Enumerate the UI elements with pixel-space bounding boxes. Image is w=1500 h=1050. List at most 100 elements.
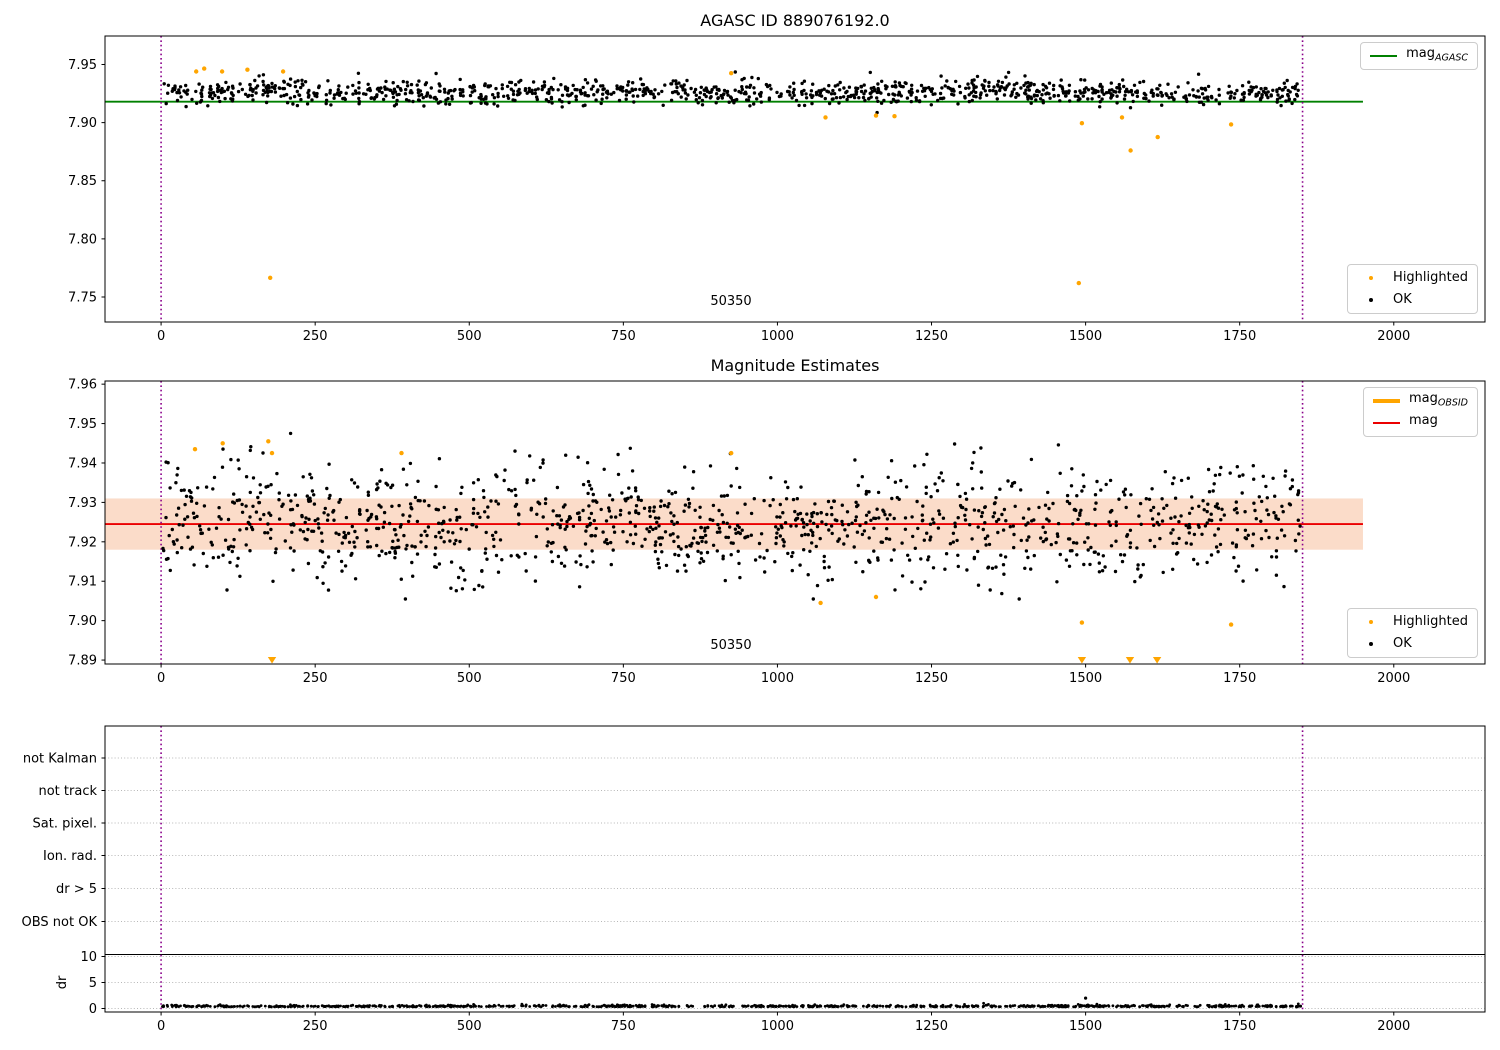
axes-spine: [104, 380, 1486, 665]
dr-points: [161, 996, 1302, 1009]
flag-category-label: not Kalman: [23, 752, 97, 767]
legend-row-mag-obsid: magOBSID: [1372, 391, 1468, 409]
x-tick-label: 1500: [1069, 671, 1102, 686]
legend-label-highlighted: Highlighted: [1393, 270, 1468, 285]
dr-axis-label: dr: [55, 975, 70, 989]
x-tick-label: 500: [457, 329, 482, 344]
x-tick-label: 2000: [1377, 329, 1410, 344]
x-tick-label: 0: [157, 329, 165, 344]
x-tick-label: 0: [157, 1019, 165, 1034]
y-tick-label: 7.90: [68, 614, 97, 629]
highlighted-point: [873, 594, 879, 600]
x-tick-label: 1000: [761, 329, 794, 344]
x-tick-label: 1500: [1069, 1019, 1102, 1034]
legend-row-mag: mag: [1372, 413, 1468, 434]
highlighted-point: [280, 69, 286, 74]
plot2: 0 250 500 750 1000 1250 1500 1750 2000 7.96 7.95 7.…: [68, 378, 1486, 686]
x-tick-label: 1750: [1223, 329, 1256, 344]
x-tick-label: 250: [303, 671, 328, 686]
x-tick-label: 1250: [915, 1019, 948, 1034]
legend-row-highlighted: Highlighted: [1357, 614, 1468, 630]
mag-agasc-line-swatch: [1370, 55, 1398, 57]
dr-tick-label: 10: [80, 950, 97, 965]
flag-category-label: dr > 5: [56, 882, 97, 897]
highlighted-point: [219, 69, 225, 74]
highlighted-point: [1079, 121, 1085, 126]
y-tick-label: 7.90: [68, 116, 97, 131]
flag-category-label: not track: [38, 784, 97, 799]
highlighted-point: [194, 69, 199, 74]
highlighted-point: [892, 114, 897, 119]
legend-label-mag-agasc: magAGASC: [1406, 46, 1468, 67]
highlighted-dot-swatch: [1357, 276, 1384, 280]
y-tick-label: 7.93: [68, 496, 97, 511]
legend-label-sub: OBSID: [1437, 397, 1468, 409]
mag-line-swatch: [1372, 422, 1400, 424]
flag-category-label: Ion. rad.: [43, 849, 97, 864]
highlighted-point: [268, 275, 273, 280]
x-tick-label: 750: [611, 1019, 636, 1034]
y-tick-label: 7.95: [68, 417, 97, 432]
x-tick-label: 1250: [915, 329, 948, 344]
x-tick-label: 2000: [1377, 671, 1410, 686]
y-tick-label: 7.95: [68, 58, 97, 73]
plot2-points-legend: Highlighted OK: [1347, 608, 1478, 658]
x-tick-label: 2000: [1377, 1019, 1410, 1034]
highlighted-point: [1119, 115, 1125, 120]
y-tick-label: 7.75: [68, 291, 97, 306]
highlighted-point: [202, 66, 207, 71]
x-tick-label: 250: [303, 329, 328, 344]
dr-tick-label: 0: [89, 1002, 97, 1017]
legend-row-ok: OK: [1357, 292, 1468, 308]
plot1-ok-points: [162, 70, 1300, 115]
y-tick-label: 7.96: [68, 378, 97, 393]
x-tick-label: 1750: [1223, 1019, 1256, 1034]
x-tick-label: 1000: [761, 1019, 794, 1034]
ok-dot-swatch: [1357, 298, 1384, 302]
legend-row-ok: OK: [1357, 636, 1468, 652]
legend-row-highlighted: Highlighted: [1357, 270, 1468, 286]
y-tick-label: 7.92: [68, 535, 97, 550]
y-tick-label: 7.89: [68, 654, 97, 669]
plot1-highlighted-points: [194, 66, 1234, 286]
highlighted-point: [269, 450, 275, 456]
flag-category-label: OBS not OK: [22, 915, 98, 930]
highlighted-point: [399, 450, 404, 456]
flag-category-label: Sat. pixel.: [33, 817, 97, 832]
highlighted-point: [245, 67, 250, 72]
x-tick-label: 750: [611, 329, 636, 344]
plot1: 0 250 500 750 1000 1250 1500 1750 2000 7.95 7.90 7.…: [68, 35, 1486, 344]
axes-spine: [104, 725, 1486, 1013]
legend-label-main: mag: [1406, 45, 1435, 61]
highlighted-point: [1155, 134, 1160, 140]
dr-tick-label: 5: [89, 976, 97, 991]
highlighted-point: [729, 450, 734, 456]
x-tick-label: 500: [457, 1019, 482, 1034]
plot2-title: Magnitude Estimates: [710, 356, 880, 375]
y-tick-label: 7.94: [68, 456, 97, 471]
legend-label-main: mag: [1408, 412, 1438, 428]
plot1-obsid-annotation: 50350: [710, 294, 752, 309]
y-tick-label: 7.91: [68, 575, 97, 590]
plot1-line-legend: magAGASC: [1360, 42, 1478, 70]
highlighted-point: [1128, 148, 1133, 153]
x-tick-label: 1000: [761, 671, 794, 686]
highlighted-point: [818, 600, 823, 606]
y-tick-label: 7.80: [68, 232, 97, 247]
x-tick-label: 1750: [1223, 671, 1256, 686]
clipped-low-marker: [1125, 657, 1135, 664]
legend-label-ok: OK: [1393, 636, 1412, 651]
highlighted-point: [729, 71, 734, 76]
ok-dot-swatch: [1357, 642, 1384, 646]
x-tick-label: 0: [157, 671, 165, 686]
highlighted-point: [266, 439, 271, 444]
highlighted-point: [1228, 622, 1234, 627]
x-tick-label: 1250: [915, 671, 948, 686]
mag-obsid-line-swatch: [1372, 399, 1400, 403]
legend-label-mag: mag: [1409, 413, 1438, 434]
legend-label-highlighted: Highlighted: [1393, 614, 1468, 629]
plot3: 0 250 500 750 1000 1250 1500 1750 2000 not Kalman…: [22, 725, 1486, 1034]
y-tick-label: 7.85: [68, 174, 97, 189]
highlighted-point: [1076, 280, 1082, 286]
